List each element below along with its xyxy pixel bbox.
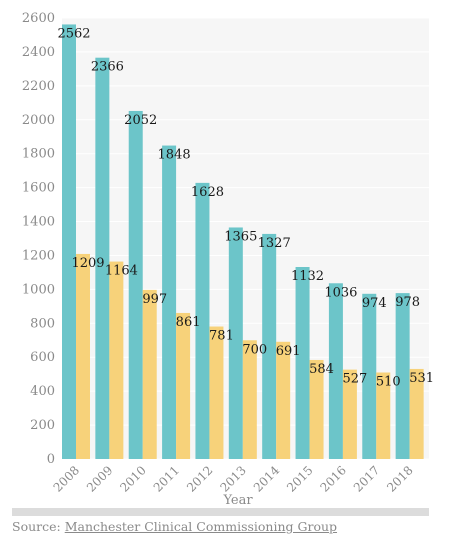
x-tick-label: 2018 (384, 463, 415, 494)
y-axis-ticks: 0 200 400 600 800 1000 1200 1400 1600 1800 2000 220… (22, 11, 55, 467)
bar-series-1 (228, 227, 243, 459)
y-tick-label: 2600 (22, 11, 55, 26)
y-tick-label: 2400 (22, 45, 55, 60)
y-tick-label: 1800 (22, 147, 55, 162)
bar-series-1 (262, 233, 277, 459)
x-tick-label: 2009 (84, 463, 115, 494)
data-label: 584 (309, 362, 334, 377)
bar-series-2 (309, 359, 324, 459)
data-label: 2366 (91, 60, 124, 75)
data-label: 2052 (124, 113, 157, 128)
bar-series-2 (76, 253, 90, 459)
y-tick-label: 1200 (22, 248, 55, 263)
data-label: 2562 (57, 26, 90, 41)
bar-series-2 (176, 312, 191, 459)
bar-series-2 (109, 261, 124, 459)
data-label: 1365 (224, 229, 257, 244)
x-axis-ticks: 2008 2009 2010 2011 2012 2013 2014 2015 2016 2017… (51, 463, 416, 495)
data-label: 1132 (291, 269, 324, 284)
data-label: 974 (362, 296, 387, 311)
data-label: 1209 (71, 256, 104, 271)
data-label: 1327 (258, 236, 291, 251)
x-tick-label: 2017 (351, 463, 382, 494)
bar-series-2 (376, 372, 391, 459)
y-tick-label: 2000 (22, 113, 55, 128)
chart: 0 200 400 600 800 1000 1200 1400 1600 1800 2000 220… (22, 11, 434, 505)
data-label: 1036 (324, 285, 357, 300)
data-label: 1164 (105, 264, 138, 279)
bar-series-2 (142, 289, 157, 459)
bar-series-1 (62, 24, 76, 460)
bar-series-1 (362, 293, 377, 459)
y-tick-label: 200 (30, 418, 55, 433)
source-line: Source: Manchester Clinical Commissionin… (12, 519, 337, 534)
bar-series-1 (295, 266, 310, 459)
x-tick-label: 2013 (217, 463, 248, 494)
y-tick-label: 1000 (22, 282, 55, 297)
data-label: 861 (176, 315, 201, 330)
x-tick-label: 2015 (284, 463, 315, 494)
data-label: 700 (242, 342, 267, 357)
data-label: 1628 (191, 185, 224, 200)
data-label: 997 (142, 292, 167, 307)
data-label: 1848 (158, 148, 191, 163)
y-tick-label: 400 (30, 384, 55, 399)
data-label: 531 (409, 371, 434, 386)
x-tick-label: 2008 (51, 463, 82, 494)
bar-chart-svg: 0 200 400 600 800 1000 1200 1400 1600 1800 2000 220… (22, 11, 434, 505)
bar-series-2 (276, 341, 291, 459)
y-tick-label: 2200 (22, 79, 55, 94)
bar-series-2 (242, 340, 257, 459)
x-tick-label: 2010 (117, 463, 148, 494)
bar-series-2 (409, 368, 424, 459)
data-labels: 2562 1209 2366 1164 2052 997 1848 861 1628 781 136… (57, 26, 434, 389)
y-tick-label: 1400 (22, 215, 55, 230)
bar-series-2 (209, 326, 224, 459)
bar-series-1 (395, 293, 410, 459)
y-tick-label: 600 (30, 350, 55, 365)
data-label: 691 (276, 344, 301, 359)
bar-series-1 (162, 145, 177, 459)
bar-series-2 (342, 369, 357, 459)
y-tick-label: 800 (30, 316, 55, 331)
y-tick-label: 0 (47, 452, 55, 467)
data-label: 978 (395, 295, 420, 310)
data-label: 527 (342, 372, 367, 387)
source-link[interactable]: Manchester Clinical Commissioning Group (64, 519, 338, 534)
x-tick-label: 2012 (184, 463, 215, 494)
bar-series-1 (195, 182, 210, 459)
x-tick-label: 2016 (318, 463, 349, 494)
x-tick-label: 2014 (251, 463, 283, 495)
bar-series-1 (128, 110, 143, 460)
bars (62, 24, 424, 460)
bar-series-1 (328, 283, 343, 459)
x-tick-label: 2011 (151, 463, 182, 494)
y-tick-label: 1600 (22, 181, 55, 196)
source-divider (12, 508, 429, 516)
source-prefix: Source: (12, 519, 65, 534)
bar-series-1 (95, 57, 110, 459)
x-axis-title: Year (222, 493, 253, 505)
data-label: 781 (209, 329, 234, 344)
data-label: 510 (376, 374, 401, 389)
